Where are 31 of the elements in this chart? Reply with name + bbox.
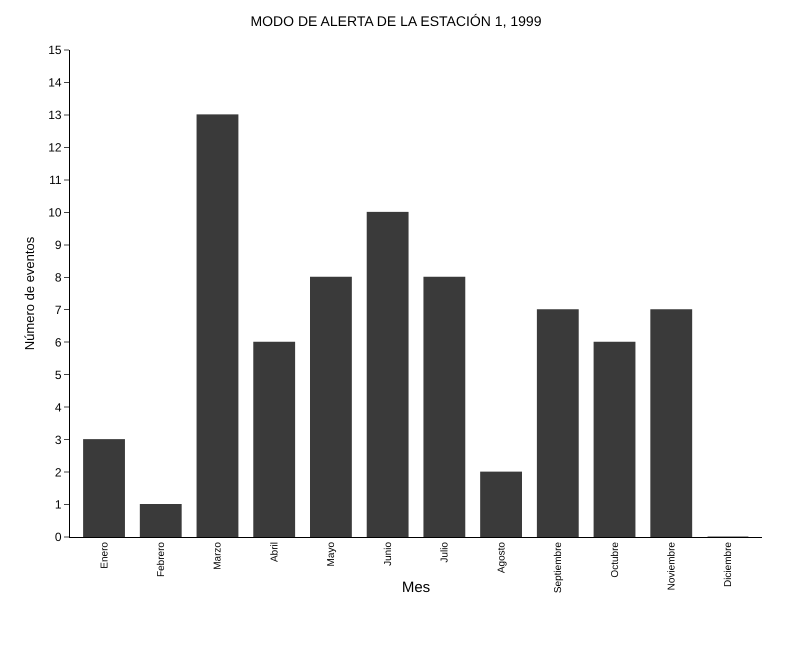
- x-tick-label: Febrero: [156, 542, 167, 578]
- x-tick-label: Marzo: [212, 542, 224, 570]
- y-axis-title: Número de eventos: [22, 236, 37, 350]
- x-tick-label: Julio: [440, 542, 451, 563]
- y-tick-label: 7: [54, 302, 62, 317]
- y-tick-label: 2: [54, 465, 62, 480]
- y-tick-label: 4: [54, 400, 62, 414]
- x-tick-label: Diciembre: [723, 542, 734, 588]
- y-tick-label: 6: [54, 335, 62, 350]
- y-tick-label: 1: [54, 498, 62, 512]
- x-axis-title: Mes: [402, 579, 430, 596]
- x-tick-label: Noviembre: [666, 542, 678, 590]
- y-tick-label: 11: [49, 173, 62, 188]
- y-tick-label: 8: [54, 270, 62, 284]
- y-tick-label: 12: [48, 140, 62, 155]
- x-tick-label: Abril: [269, 542, 280, 562]
- y-tick-label: 13: [48, 108, 62, 122]
- y-tick-label: 5: [54, 368, 62, 382]
- x-tick-label: Enero: [99, 542, 110, 569]
- x-tick-label: Agosto: [496, 542, 508, 574]
- y-tick-label: 0: [54, 530, 62, 544]
- x-tick-label: Mayo: [326, 542, 338, 566]
- x-tick-label: Junio: [382, 542, 394, 566]
- x-tick-label: Octubre: [610, 542, 621, 578]
- y-tick-label: 10: [48, 206, 62, 220]
- y-tick-label: 14: [48, 76, 62, 90]
- y-tick-label: 3: [54, 432, 62, 447]
- y-tick-label: 15: [48, 43, 62, 58]
- x-tick-label: Septiembre: [553, 542, 564, 594]
- chart-title: MODO DE ALERTA DE LA ESTACIÓN 1, 1999: [250, 12, 542, 29]
- y-tick-label: 9: [54, 238, 62, 252]
